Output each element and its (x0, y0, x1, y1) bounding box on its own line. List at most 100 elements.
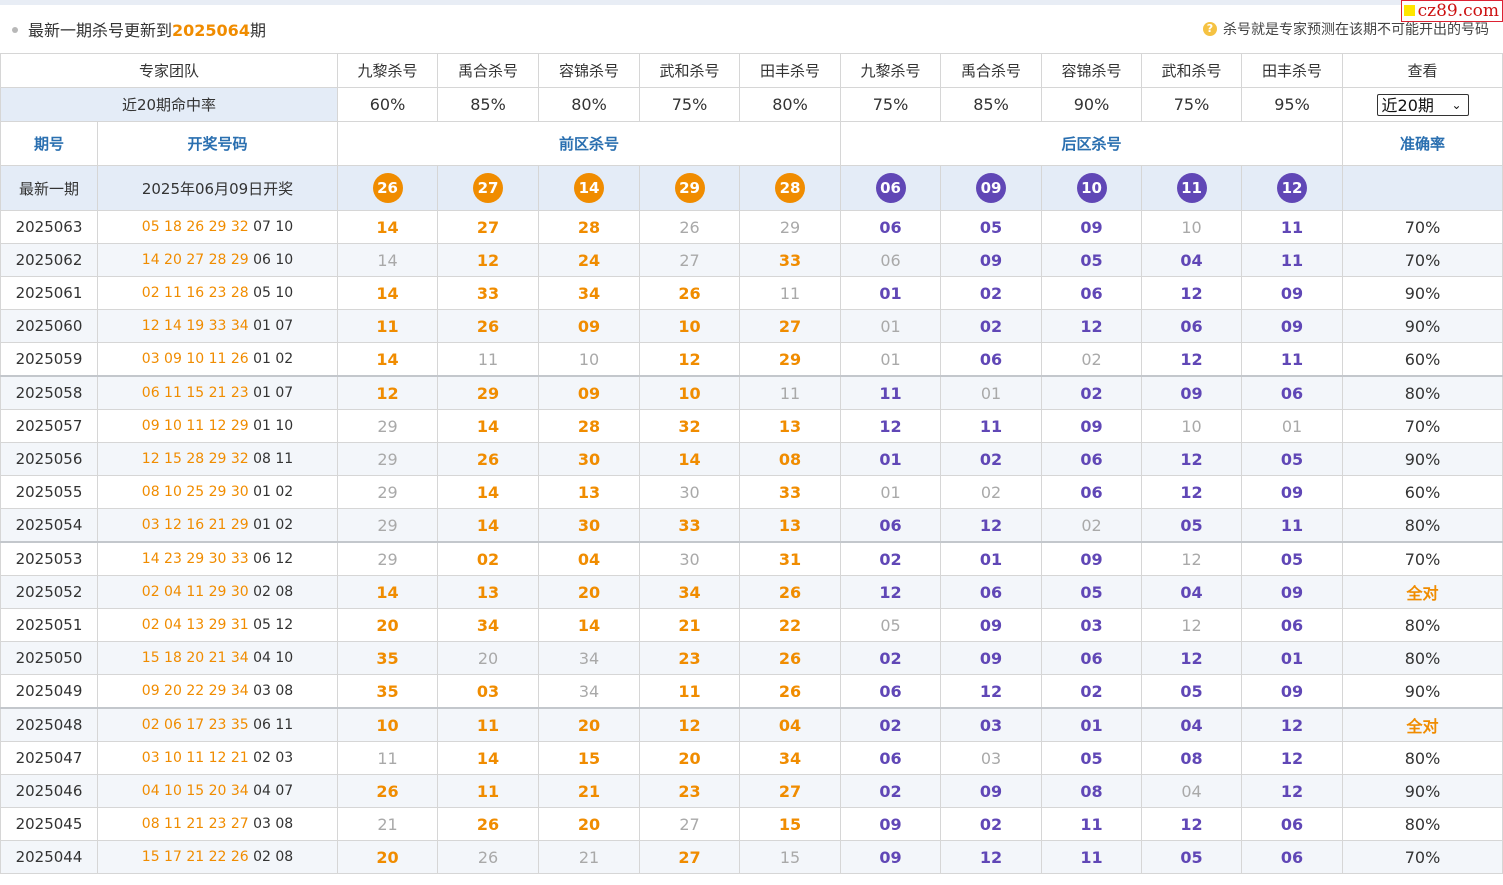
back-kill-number: 05 (1241, 541, 1344, 576)
accuracy-value: 60% (1342, 342, 1503, 377)
table-row: 2025055 08 10 25 29 30 01 02 29 14 13 30 33 01 0… (0, 475, 1503, 509)
back-kill-number: 08 (1141, 741, 1243, 775)
table-row: 2025050 15 18 20 21 34 04 10 35 20 34 23 26 02 0… (0, 641, 1503, 675)
accuracy-value: 90% (1342, 442, 1503, 476)
draw-back-numbers: 06 10 (253, 252, 294, 268)
back-kill-number: 02 (840, 541, 942, 576)
front-kill-number: 30 (538, 508, 641, 543)
front-kill-number: 10 (639, 375, 741, 410)
front-kill-number: 20 (538, 707, 641, 742)
back-kill-number: 04 (1141, 243, 1243, 277)
issue-number: 2025047 (0, 741, 98, 775)
front-kill-number: 20 (437, 641, 540, 675)
back-kill-number: 11 (940, 409, 1043, 443)
draw-back-numbers: 04 10 (253, 650, 294, 666)
expert-name: 禹合杀号 (437, 53, 540, 88)
back-kill-ball: 12 (1277, 173, 1308, 203)
latest-front-cell: 14 (538, 165, 641, 211)
front-kill-number: 13 (739, 508, 842, 543)
front-kill-number: 27 (639, 840, 741, 874)
back-kill-number: 12 (840, 575, 942, 609)
front-kill-number: 14 (437, 409, 540, 443)
issue-number: 2025050 (0, 641, 98, 675)
help-note-text: 杀号就是专家预测在该期不可能开出的号码 (1223, 22, 1489, 38)
front-kill-number: 20 (337, 608, 439, 642)
expert-name: 田丰杀号 (1241, 53, 1344, 88)
accuracy-value: 70% (1342, 210, 1503, 244)
back-kill-number: 12 (1241, 741, 1344, 775)
back-kill-number: 02 (940, 276, 1043, 310)
period-select[interactable]: 近20期 ⌄ (1376, 93, 1469, 116)
back-kill-number: 09 (1241, 309, 1344, 343)
draw-front-numbers: 15 17 21 22 26 (141, 849, 249, 865)
accuracy-value: 80% (1342, 641, 1503, 675)
back-kill-number: 02 (940, 807, 1043, 841)
front-kill-number: 03 (437, 674, 540, 709)
front-kill-number: 26 (639, 210, 741, 244)
draw-back-numbers: 07 10 (253, 219, 294, 235)
issue-number: 2025045 (0, 807, 98, 841)
chevron-down-icon: ⌄ (1451, 97, 1462, 112)
table-row: 2025057 09 10 11 12 29 01 10 29 14 28 32 13 12 1… (0, 409, 1503, 443)
front-kill-number: 33 (739, 243, 842, 277)
front-kill-number: 27 (739, 774, 842, 808)
back-kill-number: 11 (1241, 243, 1344, 277)
front-kill-number: 13 (538, 475, 641, 509)
back-kill-number: 05 (1141, 840, 1243, 874)
front-kill-number: 14 (639, 442, 741, 476)
hit-rate-value: 80% (739, 87, 842, 122)
issue-number: 2025062 (0, 243, 98, 277)
latest-issue-number: 2025064 (172, 21, 250, 40)
accuracy-value: 70% (1342, 840, 1503, 874)
back-kill-number: 11 (1241, 210, 1344, 244)
table-row: 2025061 02 11 16 23 28 05 10 14 33 34 26 11 01 0… (0, 276, 1503, 310)
back-kill-number: 01 (940, 375, 1043, 410)
back-kill-ball: 10 (1076, 173, 1107, 203)
hit-rate-row: 近20期命中率 60% 85% 80% 75% 80% 75% 85% 90% … (0, 87, 1503, 122)
back-kill-number: 12 (1141, 475, 1243, 509)
front-kill-number: 11 (437, 342, 540, 377)
back-kill-number: 09 (940, 774, 1043, 808)
front-kill-number: 34 (739, 741, 842, 775)
front-kill-number: 12 (437, 243, 540, 277)
front-kill-number: 26 (739, 575, 842, 609)
front-kill-number: 23 (639, 774, 741, 808)
accuracy-value: 80% (1342, 608, 1503, 642)
back-kill-number: 09 (840, 840, 942, 874)
back-kill-number: 06 (1041, 442, 1143, 476)
draw-back-numbers: 08 11 (253, 451, 294, 467)
update-prefix: 最新一期杀号更新到 (28, 21, 173, 40)
draw-front-numbers: 09 10 11 12 29 (141, 418, 249, 434)
expert-name: 九黎杀号 (337, 53, 439, 88)
draw-front-numbers: 06 11 15 21 23 (141, 385, 249, 401)
latest-label: 最新一期 (0, 165, 98, 211)
issue-number: 2025057 (0, 409, 98, 443)
watermark-text: cz89.com (1417, 1, 1499, 21)
front-kill-number: 23 (639, 641, 741, 675)
draw-numbers: 09 10 11 12 29 01 10 (96, 409, 339, 443)
watermark-square-icon (1403, 5, 1415, 16)
issue-number: 2025046 (0, 774, 98, 808)
front-kill-number: 32 (639, 409, 741, 443)
accuracy-value: 90% (1342, 276, 1503, 310)
back-kill-number: 06 (1041, 276, 1143, 310)
front-kill-number: 14 (437, 475, 540, 509)
back-kill-number: 08 (1041, 774, 1143, 808)
hit-rate-value: 75% (639, 87, 741, 122)
back-kill-number: 05 (1041, 575, 1143, 609)
front-kill-number: 27 (739, 309, 842, 343)
front-kill-number: 14 (337, 243, 439, 277)
back-kill-number: 06 (840, 210, 942, 244)
front-kill-number: 35 (337, 641, 439, 675)
draw-back-numbers: 06 12 (253, 551, 294, 567)
back-kill-number: 02 (940, 309, 1043, 343)
back-kill-number: 09 (1041, 409, 1143, 443)
front-kill-number: 21 (337, 807, 439, 841)
front-kill-number: 02 (437, 541, 540, 576)
accuracy-value: 80% (1342, 807, 1503, 841)
back-kill-number: 02 (940, 475, 1043, 509)
back-kill-ball: 06 (875, 173, 906, 203)
draw-numbers: 04 10 15 20 34 04 07 (96, 774, 339, 808)
accuracy-value: 90% (1342, 674, 1503, 709)
front-kill-number: 04 (739, 707, 842, 742)
